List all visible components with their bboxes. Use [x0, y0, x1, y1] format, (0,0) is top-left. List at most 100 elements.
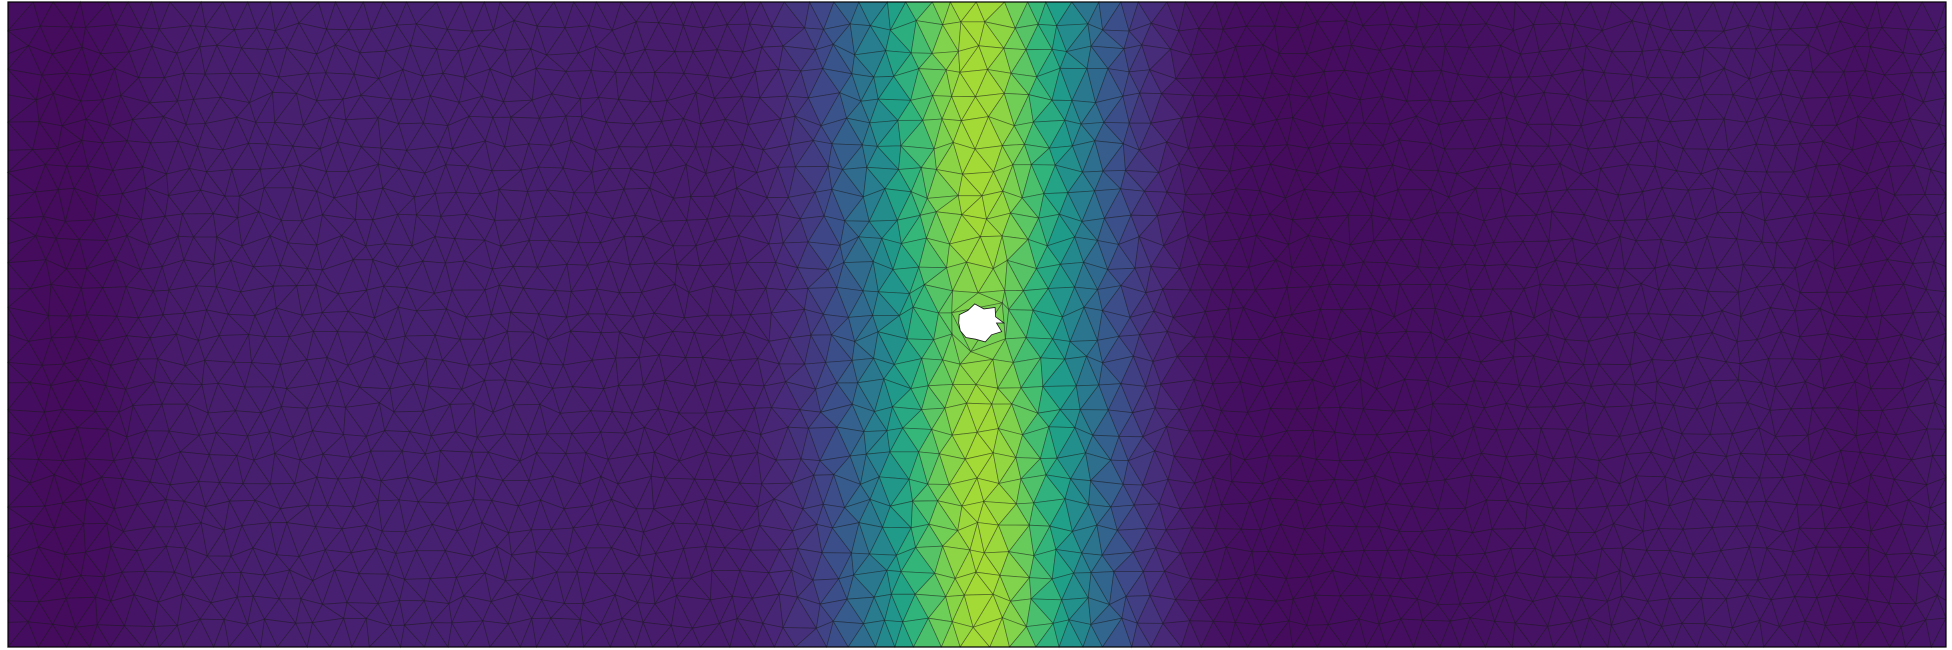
triangle-mesh-layer — [6, 0, 1947, 649]
mesh-element — [188, 167, 208, 192]
mesh-element — [1696, 118, 1725, 151]
mesh-element — [1712, 167, 1737, 196]
mesh-element — [325, 72, 355, 101]
mesh-element — [1789, 1, 1818, 30]
mesh-element — [1872, 93, 1904, 124]
mesh-element — [841, 166, 868, 198]
mesh-element — [1500, 91, 1516, 120]
mesh-element — [1551, 123, 1583, 146]
mesh-element — [1158, 163, 1180, 194]
mesh-element — [595, 29, 626, 56]
mesh-element — [644, 49, 676, 74]
mesh-element — [27, 25, 54, 55]
mesh-element — [1569, 23, 1587, 50]
mesh-element — [1350, 25, 1381, 52]
mesh-element — [1684, 94, 1706, 121]
mesh-element — [794, 165, 829, 194]
mesh-element — [623, 167, 651, 190]
mesh-element — [1332, 191, 1361, 217]
mesh-element — [1657, 140, 1684, 172]
mesh-element — [565, 115, 583, 142]
mesh-element — [224, 195, 240, 219]
mesh-element — [272, 91, 298, 124]
mesh-element — [204, 96, 238, 125]
mesh-element — [960, 195, 988, 220]
mesh-element — [987, 92, 1015, 127]
mesh-element — [597, 97, 620, 124]
mesh-element — [1911, 72, 1935, 104]
mesh-element — [682, 118, 702, 149]
mesh-element — [1587, 146, 1616, 170]
mesh-element — [1381, 96, 1408, 125]
mesh-element — [1406, 70, 1431, 102]
mesh-element — [987, 115, 1015, 147]
mesh-element — [451, 140, 487, 167]
mesh-element — [1611, 73, 1636, 102]
mesh-element — [862, 166, 886, 198]
mesh-element — [114, 51, 140, 79]
mesh-element — [396, 0, 417, 26]
mesh-element — [1487, 76, 1511, 93]
mesh-element — [1374, 189, 1399, 220]
mesh-element — [1700, 167, 1719, 189]
mesh-element — [933, 141, 955, 171]
mesh-element — [1327, 69, 1361, 101]
mesh-element — [468, 115, 494, 142]
mesh-element — [1306, 46, 1334, 73]
mesh-element — [632, 101, 663, 125]
mesh-element — [1201, 77, 1225, 97]
mesh-element — [325, 28, 350, 46]
mesh-element — [413, 172, 436, 198]
mesh-element — [1392, 164, 1412, 191]
mesh-element — [360, 146, 382, 166]
mesh-element — [199, 44, 218, 76]
mesh-element — [899, 145, 935, 169]
mesh-element — [741, 96, 761, 126]
mesh-element — [749, 23, 773, 49]
mesh-element — [1474, 91, 1502, 120]
mesh-element — [1461, 118, 1491, 150]
mesh-element — [1403, 44, 1425, 73]
mesh-element — [1827, 20, 1856, 56]
mesh-element — [1843, 70, 1867, 97]
mesh-element — [534, 189, 570, 218]
mesh-element — [1828, 94, 1851, 127]
mesh-element — [1415, 115, 1440, 145]
mesh-element — [594, 188, 625, 220]
mesh-element — [564, 1, 590, 29]
mesh-element — [958, 45, 980, 74]
mesh-element — [484, 140, 506, 172]
mesh-element — [31, 147, 59, 166]
mesh-element — [535, 67, 567, 95]
mesh-element — [1633, 93, 1662, 119]
mesh-element — [458, 45, 480, 79]
mesh-element — [266, 143, 294, 169]
mesh-element — [1398, 115, 1432, 144]
mesh-element — [1807, 44, 1829, 73]
mesh-element — [1379, 23, 1405, 52]
mesh-element — [546, 189, 575, 217]
mesh-element — [199, 189, 226, 215]
mesh-element — [1630, 50, 1649, 78]
mesh-element — [1389, 115, 1418, 141]
mesh-element — [581, 116, 607, 152]
mesh-element — [689, 195, 716, 221]
mesh-element — [274, 22, 300, 49]
mesh-element — [402, 68, 424, 102]
mesh-element — [873, 75, 895, 101]
mesh-element — [1527, 74, 1553, 94]
mesh-element — [952, 141, 976, 176]
mesh-element — [1788, 69, 1814, 100]
mesh-element — [381, 187, 416, 216]
mesh-element — [786, 95, 810, 118]
mesh-element — [538, 93, 567, 119]
mesh-element — [447, 115, 470, 150]
mesh-element — [1262, 93, 1290, 121]
mesh-element — [258, 72, 280, 94]
mesh-element — [1028, 94, 1053, 124]
mesh-element — [831, 188, 865, 222]
mesh-element — [1580, 99, 1606, 127]
mesh-element — [334, 29, 361, 54]
